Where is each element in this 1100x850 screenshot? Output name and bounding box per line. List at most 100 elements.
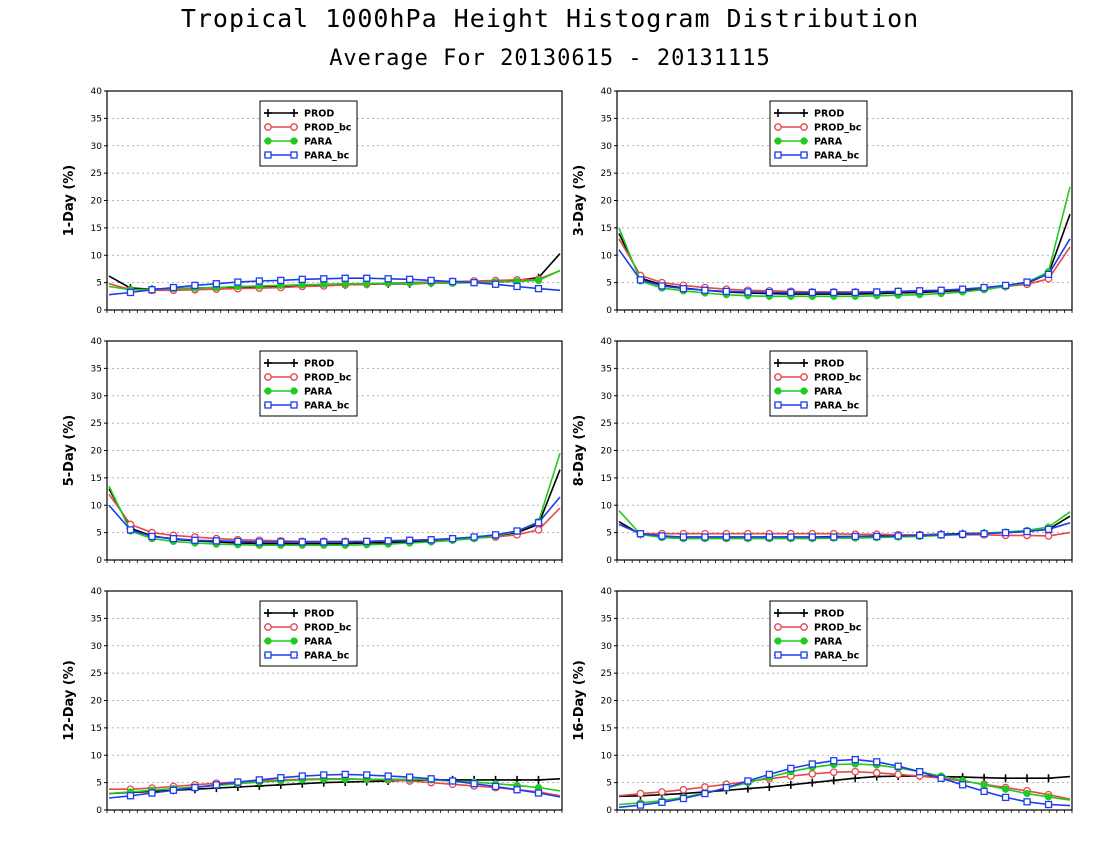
y-tick-label: 35: [601, 364, 612, 374]
legend-label: PARA: [814, 387, 843, 398]
y-tick-label: 5: [96, 529, 102, 539]
data-point-PARA_bc: [636, 801, 645, 809]
legend-marker: [800, 637, 808, 645]
y-tick-label: 10: [601, 751, 613, 761]
data-point-PARA_bc: [701, 533, 709, 541]
data-point-PARA_bc: [191, 281, 199, 290]
data-point-PARA_bc: [744, 533, 752, 541]
data-point-PARA_bc: [341, 274, 349, 282]
y-tick-label: 15: [91, 474, 102, 484]
data-point-PARA_bc: [658, 532, 666, 540]
legend-marker: [264, 109, 272, 117]
data-point-PARA_bc: [894, 287, 902, 296]
data-point-PROD: [829, 776, 838, 785]
data-point-PARA_bc: [851, 755, 859, 764]
data-point-PARA_bc: [894, 532, 902, 540]
legend-label: PROD_bc: [304, 373, 351, 384]
data-point-PARA_bc: [916, 531, 924, 540]
data-point-PARA_bc: [679, 533, 688, 541]
y-tick-label: 0: [96, 806, 102, 816]
data-point-PARA_bc: [636, 276, 645, 284]
data-point-PARA_bc: [808, 288, 816, 297]
y-tick-label: 15: [601, 474, 612, 484]
data-point-PARA_bc: [191, 783, 199, 792]
y-tick-label: 10: [601, 501, 613, 511]
data-point-PARA_bc: [1044, 800, 1053, 809]
data-point-PROD: [980, 773, 989, 782]
legend-label: PARA_bc: [814, 151, 859, 162]
y-tick-label: 25: [91, 169, 102, 179]
data-point-PARA_bc: [126, 526, 135, 534]
legend-marker: [774, 651, 782, 659]
legend-marker: [264, 151, 272, 159]
data-point-PROD_bc: [829, 768, 838, 777]
legend-marker: [800, 109, 808, 117]
data-point-PARA_bc: [320, 771, 328, 779]
data-point-PARA_bc: [341, 538, 349, 546]
legend-marker: [290, 387, 298, 395]
legend-label: PROD: [814, 609, 844, 620]
y-tick-label: 20: [601, 447, 613, 457]
data-point-PARA_bc: [658, 798, 666, 806]
plot-frame: [616, 90, 1073, 311]
legend-marker: [800, 623, 808, 631]
chart-panel-4: 0 5 10 15 20 25 30 35 40 8-Day (%) PROD PROD_bc PARA…: [572, 337, 1073, 566]
chart-panel-6: 0 5 10 15 20 25 30 35 40 16-Day (%) PROD PROD_bc PAR…: [572, 587, 1073, 816]
legend-marker: [774, 373, 782, 381]
data-point-PROD_bc: [894, 770, 903, 779]
legend-marker: [774, 623, 782, 631]
legend-marker: [774, 137, 782, 145]
data-point-PARA_bc: [234, 278, 242, 286]
y-axis-label: 12-Day (%): [62, 660, 77, 741]
data-point-PARA_bc: [1001, 281, 1010, 290]
data-point-PARA_bc: [277, 276, 285, 285]
y-tick-label: 25: [601, 419, 612, 429]
legend-label: PARA_bc: [304, 401, 349, 412]
data-point-PARA_bc: [679, 794, 688, 803]
data-point-PARA_bc: [169, 534, 178, 543]
data-point-PARA_bc: [1023, 527, 1031, 536]
data-point-PROD: [1023, 774, 1032, 783]
legend-marker: [800, 609, 808, 617]
data-point-PARA_bc: [980, 787, 988, 796]
legend-label: PROD_bc: [304, 623, 351, 634]
legend-marker: [264, 609, 272, 617]
data-point-PARA_bc: [212, 537, 221, 545]
legend-marker: [264, 137, 272, 145]
series-line-PARA: [108, 269, 561, 291]
legend-marker: [290, 373, 298, 381]
series-line-PARA_bc: [108, 277, 561, 296]
data-point-PARA_bc: [298, 538, 306, 546]
data-point-PROD: [1044, 774, 1053, 783]
data-point-PARA_bc: [513, 282, 521, 291]
legend-label: PARA: [304, 137, 333, 148]
data-point-PARA_bc: [341, 770, 349, 779]
data-point-PROD_bc: [679, 785, 688, 794]
data-point-PARA_bc: [427, 276, 435, 285]
series-line-PROD_bc: [108, 269, 561, 292]
plot-frame: [616, 340, 1073, 561]
y-tick-label: 0: [606, 806, 612, 816]
legend-marker: [774, 359, 782, 367]
data-point-PARA_bc: [851, 532, 859, 541]
y-tick-label: 35: [91, 614, 102, 624]
y-tick-label: 10: [91, 751, 103, 761]
y-tick-label: 35: [601, 614, 612, 624]
data-point-PARA_bc: [363, 537, 371, 546]
data-point-PARA_bc: [384, 537, 392, 545]
data-point-PARA_bc: [298, 275, 306, 283]
legend-label: PROD: [304, 359, 334, 370]
chart-panel-1: 0 5 10 15 20 25 30 35 40 1-Day (%) PROD PROD_bc PARA…: [62, 87, 563, 316]
data-point-PARA_bc: [277, 774, 285, 782]
legend-marker: [290, 623, 298, 631]
legend-marker: [800, 373, 808, 381]
data-point-PARA_bc: [679, 284, 688, 293]
data-point-PARA_bc: [427, 536, 435, 544]
legend-label: PARA: [304, 387, 333, 398]
y-tick-label: 30: [91, 642, 103, 652]
legend-marker: [800, 359, 808, 367]
y-axis-label: 3-Day (%): [572, 165, 587, 237]
data-point-PARA_bc: [937, 286, 945, 294]
legend-marker: [264, 387, 272, 395]
